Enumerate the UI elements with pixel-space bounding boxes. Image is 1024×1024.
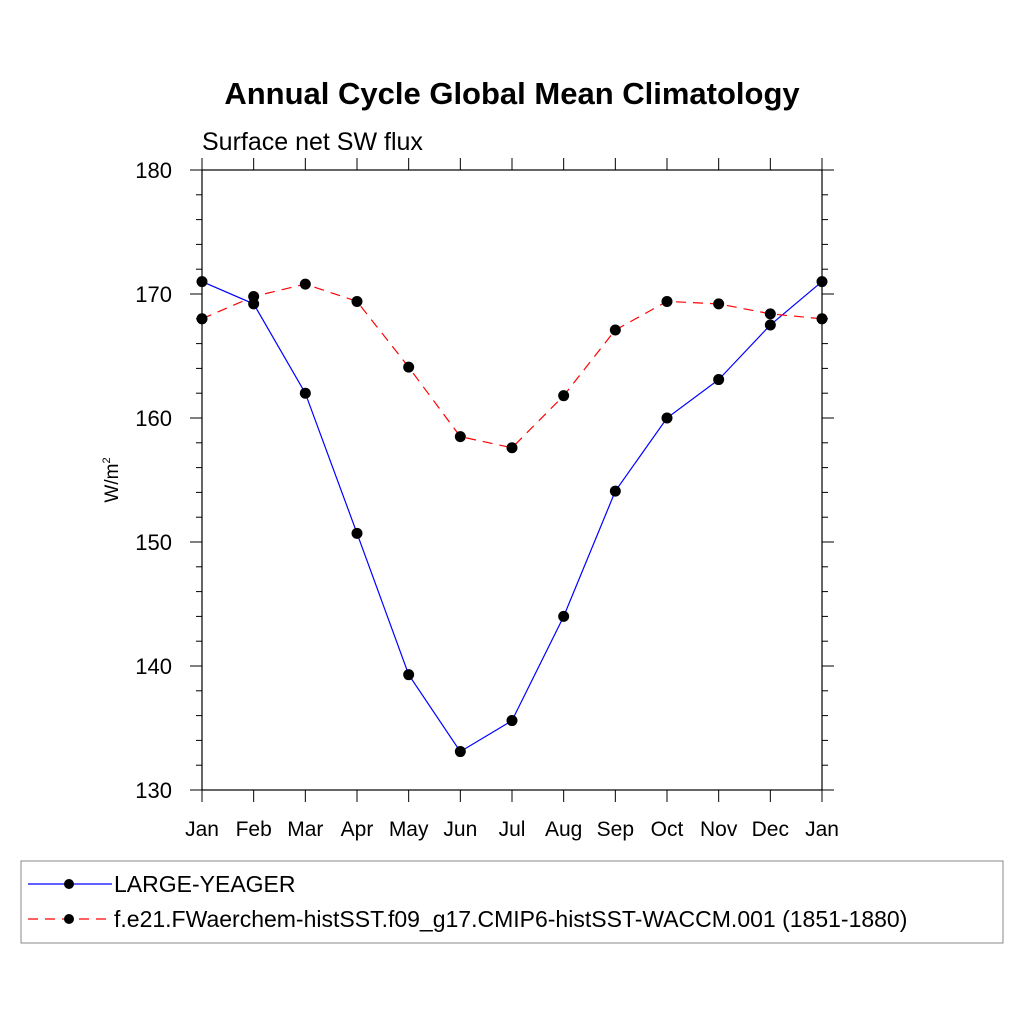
series-line-1 [201, 281, 823, 753]
series-2-point [196, 313, 208, 325]
x-tick-label: Nov [700, 818, 738, 841]
x-tick-label: Sep [597, 818, 634, 841]
y-tick-label: 180 [135, 158, 172, 183]
y-tick-label: 160 [135, 406, 172, 431]
x-tick-label: Jan [185, 818, 219, 841]
series-2-point [609, 324, 621, 336]
legend-box [20, 860, 1004, 944]
series-1-point [558, 610, 570, 622]
x-tick-label: Jul [499, 818, 526, 841]
series-2-point [351, 295, 363, 307]
series-1-point [196, 276, 208, 288]
series-2-point [506, 442, 518, 454]
chart-subtitle: Surface net SW flux [202, 128, 423, 156]
series-1-point [661, 412, 673, 424]
series-2-point [713, 298, 725, 310]
x-tick-label: Dec [752, 818, 789, 841]
series-1-point [506, 715, 518, 727]
x-tick-label: Jun [443, 818, 477, 841]
series-line-2 [201, 283, 823, 449]
series-2-point [816, 313, 828, 325]
y-tick-label: 170 [135, 282, 172, 307]
series-2-point [299, 278, 311, 290]
y-tick-label: 130 [135, 778, 172, 803]
x-tick-label: May [389, 818, 429, 841]
series-1-point [403, 669, 415, 681]
series-2-point [248, 290, 260, 302]
series-2-point [558, 390, 570, 402]
x-tick-label: Jan [805, 818, 839, 841]
y-axis-label-superscript: 2 [101, 457, 113, 463]
plot-area: Jan Feb Mar Apr May Jun Jul Aug Sep Oct Nov Dec Jan 1… [135, 158, 839, 841]
chart-title: Annual Cycle Global Mean Climatology [224, 76, 800, 111]
series-1-point [609, 485, 621, 497]
y-tick-label: 150 [135, 530, 172, 555]
series-1-point [351, 527, 363, 539]
series-1-point [816, 276, 828, 288]
plot-frame [201, 169, 823, 791]
series-1-point [299, 387, 311, 399]
y-axis-label: W/m2 [101, 457, 123, 502]
svg-text:W/m2: W/m2 [101, 457, 123, 502]
legend-label-1: LARGE-YEAGER [114, 871, 296, 897]
series-1-point [713, 374, 725, 386]
y-axis-label-text: W/m [102, 464, 123, 503]
x-tick-label: Mar [287, 818, 323, 841]
x-tick-label: Apr [341, 818, 374, 841]
legend: LARGE-YEAGER f.e21.FWaerchem-histSST.f09… [20, 860, 1004, 944]
series-2-point [403, 361, 415, 373]
y-tick-label: 140 [135, 654, 172, 679]
legend-swatch-marker-2 [64, 914, 74, 924]
series-2-point [764, 308, 776, 320]
legend-label-2: f.e21.FWaerchem-histSST.f09_g17.CMIP6-hi… [114, 906, 907, 932]
series-1-point [764, 319, 776, 331]
x-tick-label: Aug [545, 818, 582, 841]
series-1-point [454, 746, 466, 758]
series-2-point [454, 431, 466, 443]
series-2-point [661, 295, 673, 307]
legend-swatch-marker-1 [64, 879, 74, 889]
x-tick-label: Oct [651, 818, 684, 841]
x-tick-label: Feb [236, 818, 272, 841]
